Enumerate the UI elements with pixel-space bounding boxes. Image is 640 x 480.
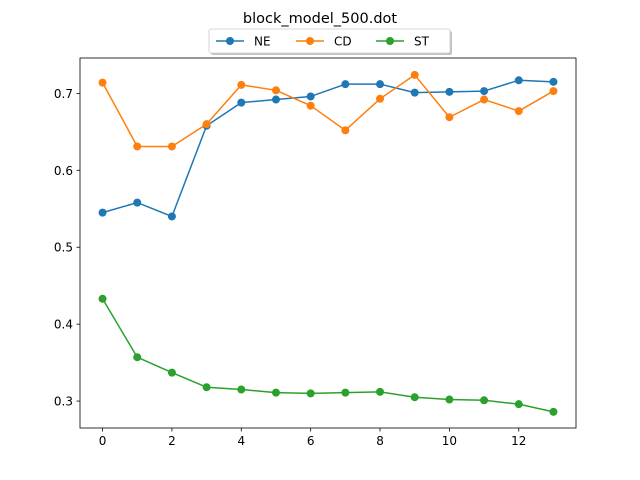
data-point-cd (341, 126, 350, 135)
y-axis: 0.3 0.4 0.5 0.6 0.7 (54, 87, 80, 409)
y-tick-label: 0.3 (54, 395, 73, 409)
data-point-cd (202, 120, 211, 129)
data-point-st (410, 393, 419, 402)
data-point-st (514, 400, 523, 409)
data-point-ne (514, 76, 523, 85)
data-point-st (271, 388, 280, 397)
data-point-st (98, 294, 107, 303)
x-tick-label: 2 (168, 434, 176, 448)
legend-marker-ne (226, 37, 234, 45)
series-line-st (101, 298, 554, 413)
data-point-ne (98, 208, 107, 217)
data-point-cd (237, 80, 246, 89)
data-point-cd (271, 86, 280, 95)
data-point-ne (480, 87, 489, 96)
data-point-ne (549, 77, 558, 86)
data-point-st (167, 368, 176, 377)
data-point-st (376, 387, 385, 396)
data-point-st (237, 385, 246, 394)
series-layer (98, 70, 558, 416)
x-tick-label: 10 (442, 434, 457, 448)
data-point-st (133, 353, 142, 362)
data-point-ne (167, 212, 176, 221)
legend-label-cd: CD (334, 35, 352, 49)
y-tick-label: 0.6 (54, 164, 73, 178)
data-point-cd (480, 95, 489, 104)
data-point-ne (306, 92, 315, 101)
legend-marker-cd (306, 37, 314, 45)
data-point-cd (98, 78, 107, 87)
data-point-st (480, 396, 489, 405)
data-point-cd (549, 87, 558, 96)
data-point-ne (133, 198, 142, 207)
data-point-cd (410, 70, 419, 79)
data-point-ne (237, 98, 246, 107)
series-line-cd (101, 74, 554, 148)
data-point-ne (376, 80, 385, 89)
legend-label-ne: NE (254, 35, 271, 49)
data-point-st (202, 383, 211, 392)
y-tick-label: 0.4 (54, 318, 73, 332)
data-point-ne (341, 80, 350, 89)
series-line-ne (102, 79, 554, 218)
x-tick-label: 12 (511, 434, 526, 448)
plot-frame (79, 57, 577, 429)
legend: NE CD ST (208, 28, 452, 55)
x-tick-label: 6 (307, 434, 315, 448)
data-point-cd (376, 94, 385, 103)
data-point-st (549, 407, 558, 416)
x-tick-label: 4 (237, 434, 245, 448)
legend-box (208, 28, 451, 54)
data-point-ne (445, 87, 454, 96)
y-tick-label: 0.5 (54, 241, 73, 255)
data-point-ne (271, 95, 280, 104)
data-point-cd (445, 113, 454, 122)
data-point-st (341, 388, 350, 397)
x-tick-label: 0 (99, 434, 107, 448)
y-tick-label: 0.7 (54, 87, 73, 101)
legend-label-st: ST (414, 35, 430, 49)
x-axis: 0 2 4 6 8 10 12 (99, 428, 526, 448)
data-point-ne (410, 88, 419, 97)
data-point-cd (306, 101, 315, 110)
x-tick-label: 8 (376, 434, 384, 448)
data-point-st (445, 395, 454, 404)
legend-marker-st (386, 37, 394, 45)
data-point-cd (514, 107, 523, 116)
data-point-cd (133, 142, 142, 151)
data-point-cd (167, 142, 176, 151)
data-point-st (306, 389, 315, 398)
chart-title: block_model_500.dot (243, 11, 397, 27)
